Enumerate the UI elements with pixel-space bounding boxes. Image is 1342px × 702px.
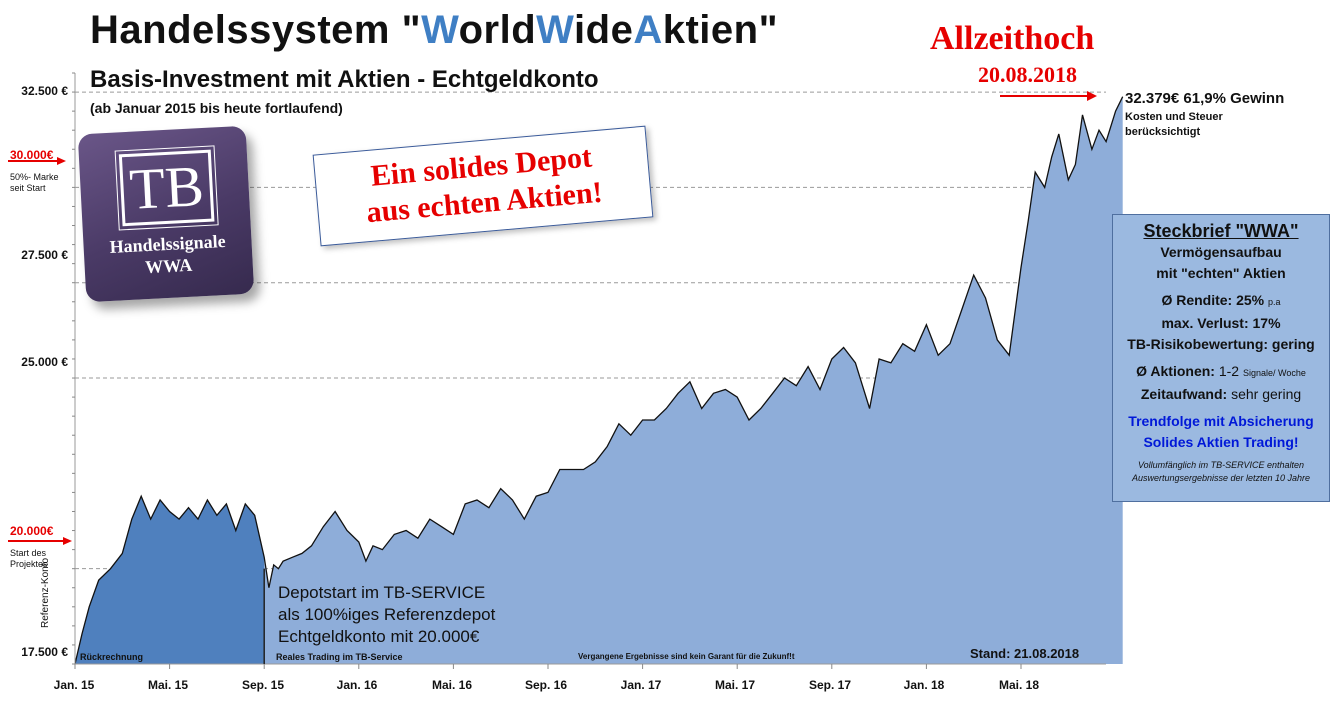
profile-zeit: Zeitaufwand: sehr gering — [1140, 386, 1302, 402]
depot-note-line1: Depotstart im TB-SERVICE — [278, 583, 486, 602]
page-subtitle: Basis-Investment mit Aktien - Echtgeldko… — [90, 66, 599, 93]
depot-note-line2: als 100%iges Referenzdepot — [278, 605, 496, 624]
x-tick-label: Jan. 16 — [336, 678, 378, 692]
y-tick-label: 25.000 € — [21, 355, 68, 369]
profile-verlust: max. Verlust: 17% — [1161, 315, 1281, 331]
y-tick-label: 17.500 € — [21, 645, 68, 659]
x-tick-label: Jan. 17 — [620, 678, 662, 692]
profile-aktionen: Ø Aktionen: 1-2 Signale/ Woche — [1136, 363, 1306, 379]
profile-footnote: Vollumfänglich im TB-SERVICE enthalten A… — [1131, 460, 1311, 483]
stand-date: Stand: 21.08.2018 — [970, 646, 1080, 661]
x-tick-label: Mai. 16 — [431, 678, 473, 692]
x-tick-label: Jan. 18 — [903, 678, 945, 692]
arrow-ath — [1000, 91, 1097, 101]
profile-blue2: Solides Aktien Trading! — [1143, 434, 1299, 450]
x-tick-label: Sep. 15 — [241, 678, 285, 692]
depot-note-line3: Echtgeldkonto mit 20.000€ — [278, 627, 480, 646]
ath-date: 20.08.2018 — [978, 62, 1077, 87]
x-tick-label: Sep. 17 — [808, 678, 852, 692]
x-tick-label: Sep. 16 — [524, 678, 568, 692]
profile-risiko: TB-Risikobewertung: gering — [1127, 336, 1315, 352]
area-real-trading — [264, 96, 1123, 664]
period-note: (ab Januar 2015 bis heute fortlaufend) — [90, 100, 343, 116]
current-value: 32.379€ 61,9% Gewinn — [1125, 90, 1285, 107]
x-tick-label: Jan. 15 — [53, 678, 95, 692]
marker-20k-sub1: Start des — [10, 548, 47, 558]
profile-rendite: Ø Rendite: 25% p.a — [1161, 292, 1281, 308]
x-tick-label: Mai. 17 — [714, 678, 756, 692]
marker-30k-sub2: seit Start — [10, 183, 46, 193]
page-title: Handelssystem "WorldWideAktien" — [90, 8, 779, 52]
ath-title: Allzeithoch — [930, 20, 1095, 57]
marker-20k-label: 20.000€ — [10, 524, 54, 538]
profile-blue1: Trendfolge mit Absicherung — [1128, 413, 1314, 429]
profile-box: Steckbrief "WWA" Vermögensaufbau mit "ec… — [1112, 214, 1330, 502]
x-tick-label: Mai. 15 — [147, 678, 189, 692]
logo-tb-text: TB — [114, 145, 219, 231]
label-real-trading: Reales Trading im TB-Service — [276, 652, 403, 662]
tb-logo: TB Handelssignale WWA — [77, 125, 255, 303]
depot-start-note: Depotstart im TB-SERVICE als 100%iges Re… — [278, 582, 495, 648]
y-tick-label: 32.500 € — [21, 84, 68, 98]
y-tick-label: 27.500 € — [21, 248, 68, 262]
disclaimer: Vergangene Ergebnisse sind kein Garant f… — [578, 652, 795, 661]
marker-20k-sub2: Projektes — [10, 559, 48, 569]
current-value-note: Kosten und Steuer berücksichtigt — [1125, 111, 1223, 138]
marker-30k-label: 30.000€ — [10, 148, 54, 162]
label-backtest: Rückrechnung — [80, 652, 144, 662]
area-backtest — [75, 496, 265, 664]
x-tick-label: Mai. 18 — [998, 678, 1040, 692]
marker-30k-sub1: 50%- Marke — [10, 172, 59, 182]
series-line — [74, 96, 1124, 665]
profile-line2: mit "echten" Aktien — [1156, 265, 1286, 281]
profile-line1: Vermögensaufbau — [1160, 244, 1282, 260]
y-axis-label: Referenz-Konto — [40, 557, 51, 628]
arrow-20k — [8, 537, 72, 545]
arrow-30k — [8, 157, 66, 165]
axis-ticks — [72, 72, 1022, 669]
profile-title: Steckbrief "WWA" — [1143, 221, 1299, 241]
